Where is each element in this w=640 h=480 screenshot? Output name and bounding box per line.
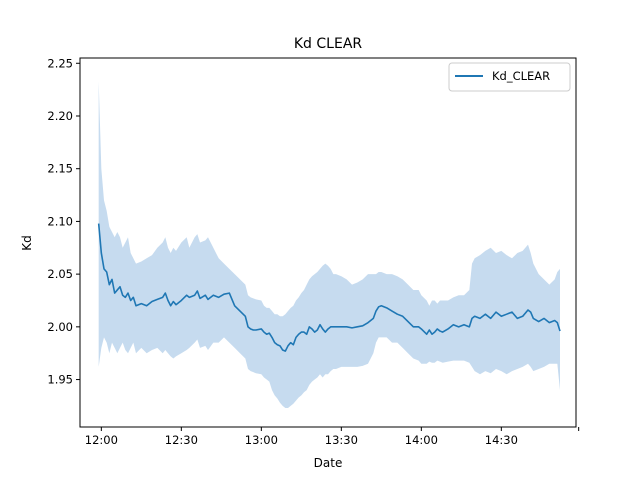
y-tick-label: 2.05: [47, 267, 73, 281]
x-tick-label: 13:00: [245, 433, 278, 447]
y-tick-label: 2.15: [47, 162, 73, 176]
confidence-band-kd-clear: [98, 81, 561, 409]
y-tick-label: 2.20: [47, 109, 73, 123]
series-line-kd-clear: [97, 223, 561, 352]
x-tick-label: 14:00: [405, 433, 438, 447]
legend-box: [448, 62, 571, 92]
y-tick-label: 2.25: [47, 56, 73, 70]
x-axis: 12:00 12:30 13:00 13:30 14:00 14:30: [85, 427, 580, 447]
axes-frame: [79, 57, 577, 428]
y-tick-label: 2.00: [47, 320, 73, 334]
chart-title: Kd CLEAR: [294, 36, 363, 52]
x-axis-label: Date: [314, 456, 343, 470]
x-tick-label: 12:00: [85, 433, 118, 447]
x-tick-label: 13:30: [325, 433, 358, 447]
legend-entry-kd-clear: Kd_CLEAR: [492, 69, 550, 83]
y-tick-label: 1.95: [47, 373, 73, 387]
y-axis-label: Kd: [20, 235, 34, 251]
plot-area: [79, 57, 577, 428]
y-tick-label: 2.10: [47, 214, 73, 228]
x-tick-label: 12:30: [165, 433, 198, 447]
x-tick-label: 14:30: [485, 433, 518, 447]
legend: Kd_CLEAR: [448, 62, 571, 92]
y-axis: 1.95 2.00 2.05 2.10 2.15 2.20 2.25: [47, 56, 80, 387]
